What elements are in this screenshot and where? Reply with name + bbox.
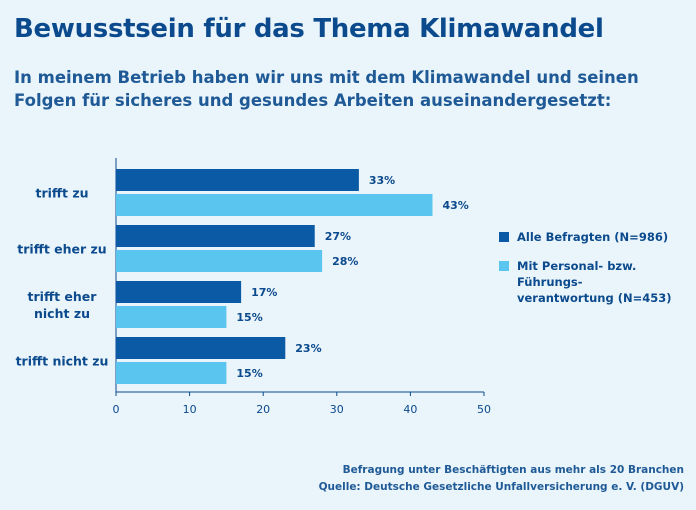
chart-subtitle: In meinem Betrieb haben wir uns mit dem … — [14, 68, 639, 110]
category-label-0-line-0: trifft zu — [35, 186, 88, 201]
chart-title: Bewusstsein für das Thema Klimawandel — [14, 14, 604, 44]
category-label-0: trifft zu — [35, 186, 88, 201]
legend-label-all: Alle Befragten (N=986) — [517, 230, 669, 244]
legend: Alle Befragten (N=986) Mit Personal- bzw… — [499, 229, 689, 319]
data-label-all-1: 27% — [325, 230, 351, 243]
category-label-3: trifft nicht zu — [16, 354, 109, 369]
data-label-all-0: 33% — [369, 174, 395, 187]
data-label-all-3: 23% — [295, 342, 321, 355]
legend-label-managers-line1: Mit Personal- bzw. Führungs- — [517, 259, 637, 289]
footer-source: Quelle: Deutsche Gesetzliche Unfallversi… — [318, 481, 684, 493]
data-label-managers-2: 15% — [236, 311, 262, 324]
data-label-managers-0: 43% — [442, 199, 468, 212]
category-label-2-line-1: nicht zu — [34, 306, 90, 321]
x-tick-label-10: 10 — [183, 403, 197, 416]
legend-label-managers-line2: verantwortung (N=453) — [517, 291, 672, 305]
bar-managers-1 — [116, 250, 323, 272]
bar-managers-0 — [116, 194, 433, 216]
legend-swatch-dark — [499, 232, 509, 242]
bar-all-0 — [116, 169, 359, 191]
x-tick-label-20: 20 — [256, 403, 270, 416]
bar-managers-3 — [116, 362, 227, 384]
x-tick-label-0: 0 — [113, 403, 120, 416]
bar-all-3 — [116, 337, 286, 359]
data-label-all-2: 17% — [251, 286, 277, 299]
category-label-2-line-0: trifft eher — [28, 289, 98, 304]
category-label-2: trifft eher nicht zu — [28, 289, 98, 321]
category-label-1-line-0: trifft eher zu — [17, 242, 106, 257]
footer-survey-note: Befragung unter Beschäftigten aus mehr a… — [342, 464, 684, 476]
legend-item-managers: Mit Personal- bzw. Führungs- verantwortu… — [499, 258, 689, 306]
legend-swatch-light — [499, 261, 509, 271]
x-tick-label-40: 40 — [403, 403, 417, 416]
bar-managers-2 — [116, 306, 227, 328]
bar-all-1 — [116, 225, 315, 247]
x-tick-label-50: 50 — [477, 403, 491, 416]
category-label-3-line-0: trifft nicht zu — [16, 354, 109, 369]
category-label-1: trifft eher zu — [17, 242, 106, 257]
data-label-managers-1: 28% — [332, 255, 358, 268]
bar-all-2 — [116, 281, 242, 303]
legend-item-all: Alle Befragten (N=986) — [499, 229, 689, 245]
footer: Befragung unter Beschäftigten aus mehr a… — [319, 462, 684, 496]
data-label-managers-3: 15% — [236, 367, 262, 380]
x-tick-label-30: 30 — [330, 403, 344, 416]
